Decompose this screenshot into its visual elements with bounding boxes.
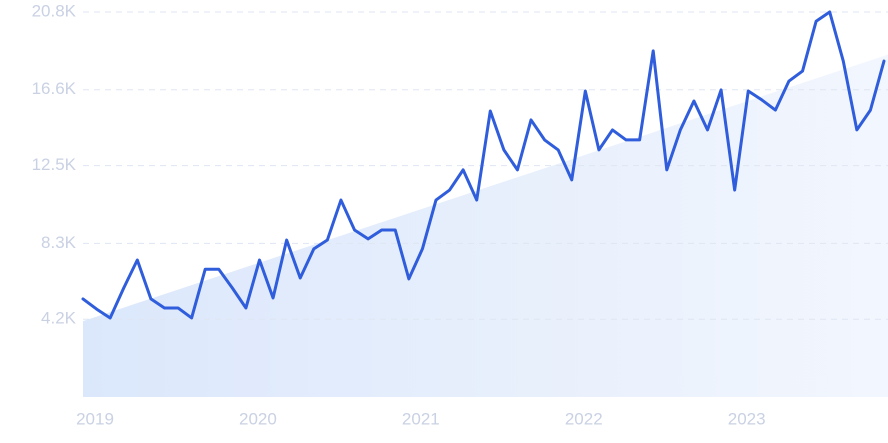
- x-tick-label: 2020: [239, 409, 277, 428]
- y-tick-label: 16.6K: [32, 79, 77, 98]
- x-tick-label: 2021: [402, 409, 440, 428]
- data-line: [81, 10, 886, 320]
- line-layer: [81, 10, 886, 320]
- y-tick-label: 8.3K: [41, 233, 77, 252]
- y-tick-label: 4.2K: [41, 309, 77, 328]
- x-tick-label: 2023: [728, 409, 766, 428]
- y-tick-label: 12.5K: [32, 155, 77, 174]
- x-tick-label: 2019: [76, 409, 114, 428]
- trend-area: [83, 54, 888, 398]
- y-tick-label: 20.8K: [32, 1, 77, 20]
- x-tick-label: 2022: [565, 409, 603, 428]
- grid-layer: 4.2K 8.3K 12.5K 16.6K 20.8K 2019 2020 2021 2022 2…: [32, 1, 888, 428]
- area-layer: [83, 54, 888, 398]
